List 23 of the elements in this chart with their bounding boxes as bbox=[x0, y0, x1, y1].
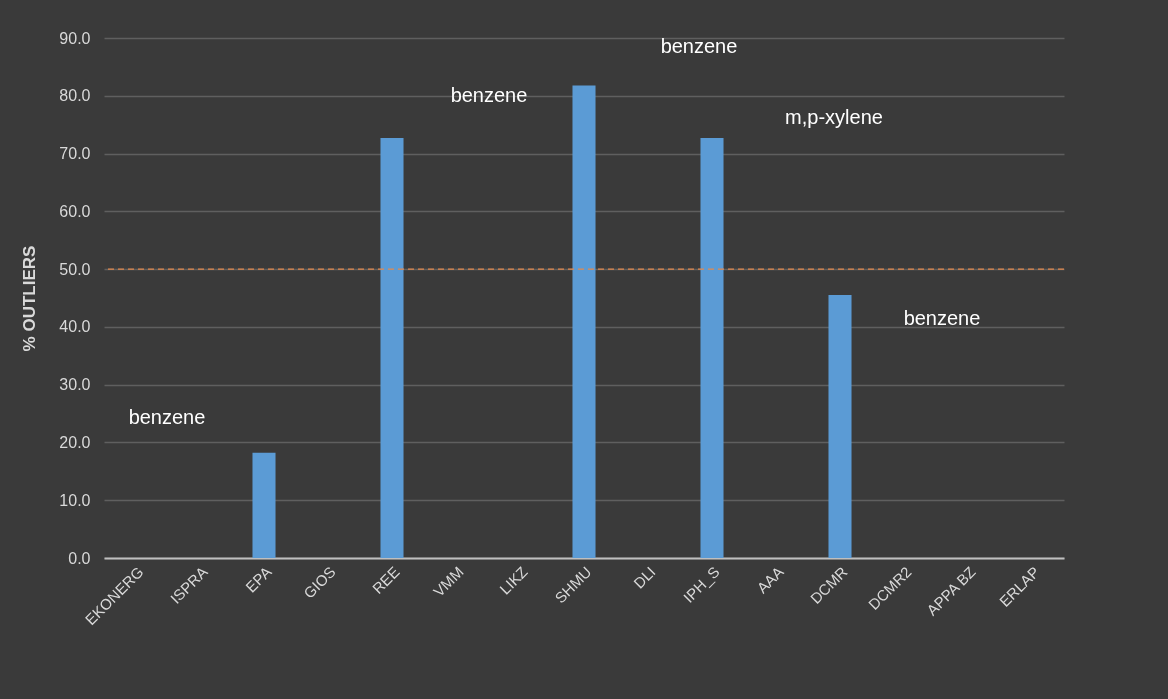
y-tick-label: 20.0 bbox=[59, 433, 91, 451]
annotation: benzene bbox=[128, 406, 206, 428]
x-tick-label: EPA bbox=[242, 563, 275, 596]
y-tick-label: 50.0 bbox=[59, 260, 91, 278]
y-tick-label: 80.0 bbox=[59, 87, 91, 105]
bar bbox=[252, 452, 276, 558]
y-tick-label: 60.0 bbox=[59, 202, 91, 220]
y-tick-label: 0.0 bbox=[68, 549, 91, 567]
bar bbox=[828, 295, 852, 558]
bar bbox=[380, 137, 404, 558]
annotation: benzene bbox=[660, 35, 738, 57]
y-tick-label: 10.0 bbox=[59, 491, 91, 509]
bar bbox=[700, 137, 724, 558]
annotation: m,p-xylene bbox=[785, 106, 883, 128]
y-tick-label: 70.0 bbox=[59, 145, 91, 163]
annotation: benzene bbox=[450, 84, 528, 106]
y-tick-label: 90.0 bbox=[59, 29, 91, 47]
annotation: benzene bbox=[903, 307, 981, 329]
x-tick-label: DLI bbox=[630, 563, 659, 592]
y-tick-label: 40.0 bbox=[59, 318, 91, 336]
y-tick-label: 30.0 bbox=[59, 376, 91, 394]
y-axis-title: % OUTLIERS bbox=[20, 245, 40, 352]
bar bbox=[572, 85, 596, 558]
